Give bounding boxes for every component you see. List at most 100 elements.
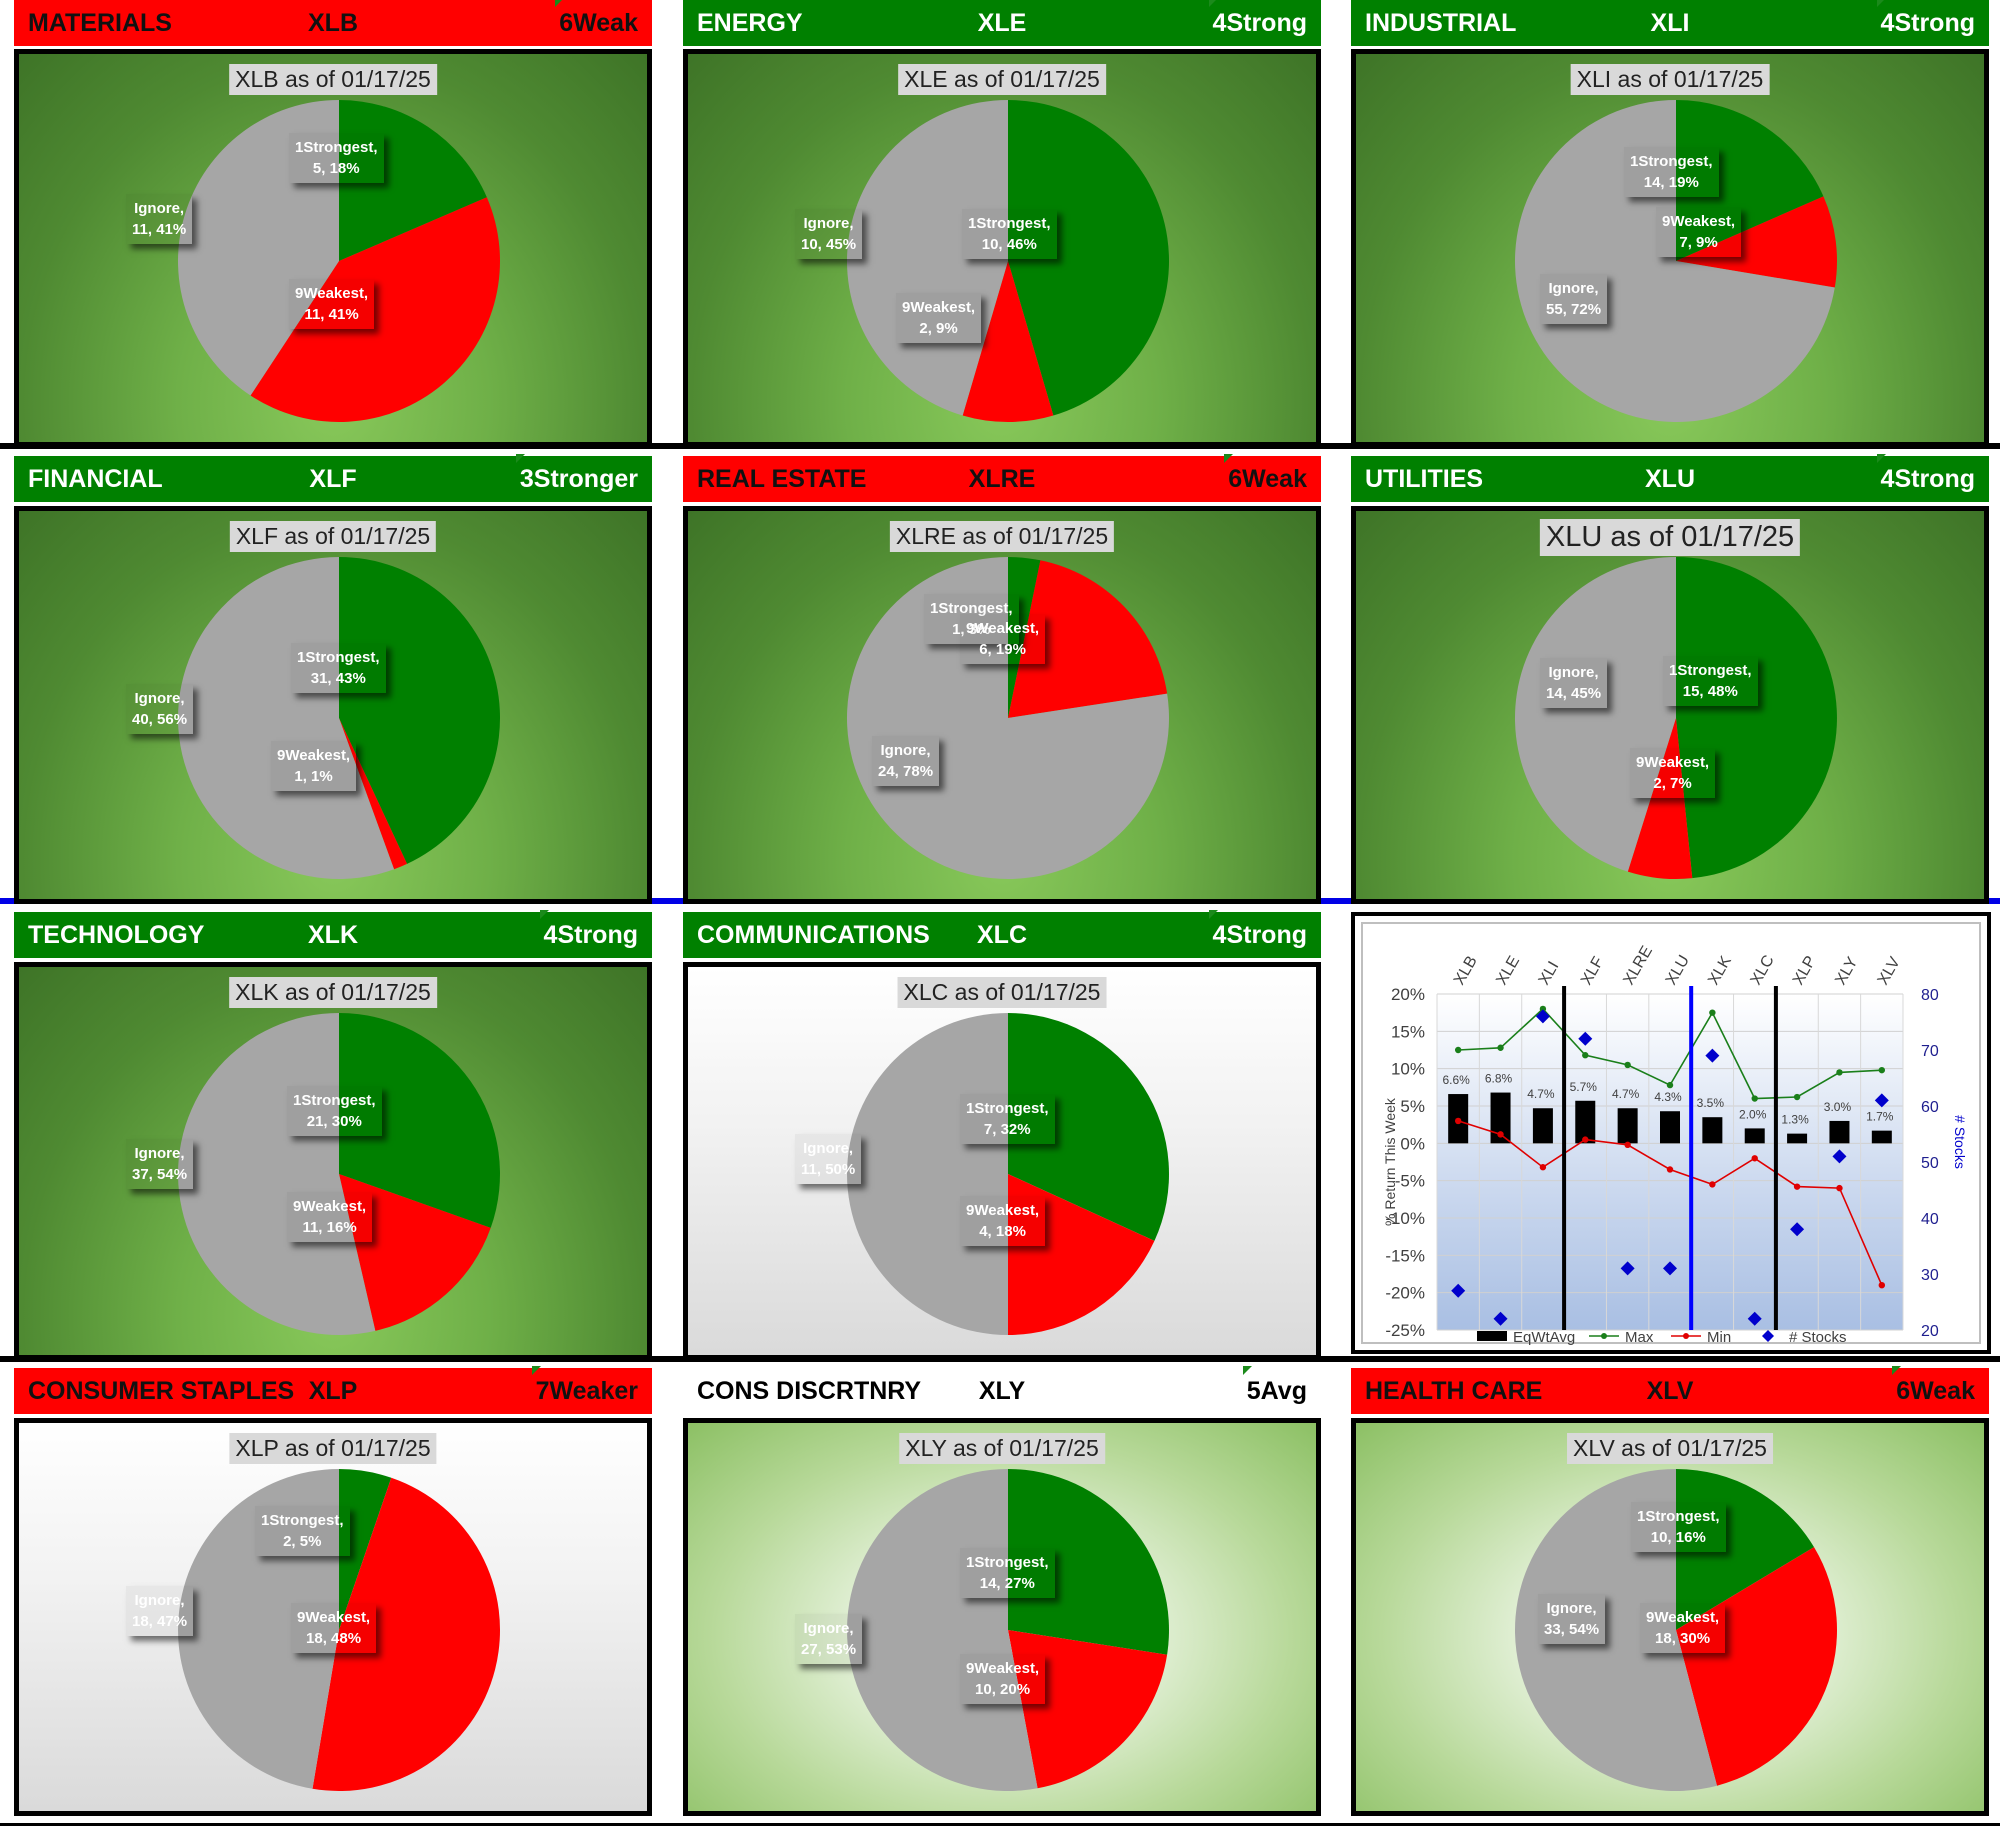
pie-title: XLE as of 01/17/25 [898,64,1106,95]
pie-label-value: 11, 50% [801,1161,856,1178]
y-tick-label: -20% [1385,1284,1425,1303]
sector-rank: 7Weaker [531,1365,638,1406]
sector-rank: 3Stronger [515,453,638,494]
pie-label-ignore: Ignore, 18, 47% [126,1586,194,1636]
pie-label-1strongest: 1Strongest, 14, 19% [1624,147,1719,197]
pie-label-value: 14, 27% [979,1575,1035,1592]
sector-rank-text: 4Strong [1880,8,1975,37]
y-tick-label: 10% [1391,1060,1425,1079]
sector-rank-text: 4Strong [1212,920,1307,949]
summary-chart-frame [1361,922,1981,1344]
pie-slice-1strongest [1676,100,1824,261]
sector-rank: 4Strong [1208,909,1307,950]
x-category-label: XLB [1451,953,1481,988]
pie-slice-9weakest [312,1477,501,1791]
pie-label-1strongest: 1Strongest, 10, 46% [962,209,1057,259]
pie-label-ignore: Ignore, 27, 53% [795,1614,863,1664]
bar-data-label: 1.3% [1781,1113,1809,1127]
pie-label-category: 9Weakest, [1646,1609,1720,1626]
sector-header-xly: CONS DISCRTNRY XLY 5Avg [683,1365,1321,1414]
point-min [1666,1166,1674,1173]
pie-label-ignore: Ignore, 37, 54% [126,1139,194,1189]
pie-slice-1strongest [1008,557,1041,718]
pie-panel-xlk: XLK as of 01/17/25 1Strongest, 21, 30% 9Wea… [14,962,652,1360]
pie-label-value: 10, 20% [975,1681,1031,1698]
pie-title: XLP as of 01/17/25 [229,1433,437,1464]
point-stocks [1493,1311,1508,1326]
point-min [1709,1181,1716,1188]
pie-label-category: 9Weakest, [295,285,369,302]
x-category-label: XLV [1875,954,1904,988]
point-min [1751,1155,1758,1162]
pie-panel-xlp: XLP as of 01/17/25 1Strongest, 2, 5% 9Weake… [14,1418,652,1816]
y2-tick-label: 20 [1921,1323,1939,1340]
pie-label-category: 9Weakest, [1636,754,1710,771]
pie-label-category: 9Weakest, [297,1609,371,1626]
pie-label-value: 15, 48% [1682,683,1738,700]
bar-data-label: 1.7% [1866,1110,1894,1124]
pie-label-value: 40, 56% [132,711,188,728]
sector-name: MATERIALS [28,8,172,37]
sector-header-xlv: HEALTH CARE XLV 6Weak [1351,1365,1989,1414]
pie-panel-xlu: XLU as of 01/17/25 1Strongest, 15, 48% 9Wea… [1351,506,1989,904]
sector-rank-text: 6Weak [559,8,638,37]
pie-slice-ignore [1514,557,1676,872]
summary-chart-panel: 20% 15% 10% 5% 0% -5% -10% -15% -20% -25% 80 70 60 50… [1351,912,1991,1354]
pie-label-value: 11, 41% [304,306,359,323]
y2-tick-label: 80 [1921,987,1939,1004]
pie-slice-1strongest [339,1013,500,1228]
pie-chart-xlc [847,1013,1169,1335]
sector-rank: 4Strong [539,909,638,950]
pie-slice-ignore [178,1469,339,1789]
y2-axis-title: # Stocks [1952,1115,1968,1169]
pie-label-value: 11, 41% [132,221,187,238]
legend-label: Min [1707,1329,1731,1346]
pie-label-ignore: Ignore, 33, 54% [1538,1594,1606,1644]
pie-label-9weakest: 9Weakest, 6, 19% [960,614,1046,664]
pie-label-ignore: Ignore, 11, 50% [795,1134,862,1184]
y2-tick-label: 70 [1921,1043,1939,1060]
pie-label-value: 1, 1% [294,768,333,785]
pie-chart-xlb [178,100,500,422]
pie-label-category: Ignore, [803,215,854,232]
pie-label-category: Ignore, [1548,664,1599,681]
pie-label-value: 55, 72% [1546,301,1602,318]
point-min [1497,1131,1504,1138]
bar-eqwtavg [1702,1117,1723,1144]
pie-label-1strongest: 1Strongest, 31, 43% [291,643,386,693]
pie-slice-ignore [1514,1469,1717,1791]
bar-eqwtavg [1490,1092,1511,1144]
pie-label-category: Ignore, [134,1145,185,1162]
pie-label-1strongest: 1Strongest, 2, 5% [255,1506,350,1556]
pie-chart-xli [1514,100,1837,422]
pie-slice-9weakest [339,1174,491,1331]
pie-label-category: Ignore, [880,742,931,759]
sector-name: CONSUMER STAPLES [28,1376,295,1405]
sector-header-xlb: MATERIALS XLB 6Weak [14,0,652,46]
x-category-label: XLRE [1620,943,1656,988]
sector-rank: 4Strong [1876,453,1975,494]
pie-label-1strongest: 1Strongest, 7, 32% [960,1094,1055,1144]
pie-slice-ignore [847,1469,1038,1791]
point-stocks [1620,1261,1635,1276]
pie-label-category: 9Weakest, [1662,213,1736,230]
point-max [1582,1052,1589,1059]
pie-label-category: 1Strongest, [1637,1508,1720,1525]
pie-label-value: 10, 16% [1650,1529,1706,1546]
pie-label-9weakest: 9Weakest, 11, 41% [289,279,375,329]
pie-label-category: Ignore, [134,1592,185,1609]
y-tick-label: -5% [1395,1172,1425,1191]
bar-eqwtavg [1744,1128,1765,1144]
comment-marker-icon [515,453,525,463]
sector-rank: 6Weak [1224,453,1307,494]
pie-panel-xle: XLE as of 01/17/25 1Strongest, 10, 46% 9Wea… [683,49,1321,447]
pie-label-category: Ignore, [803,1140,854,1157]
point-min [1539,1164,1547,1171]
y-tick-label: 5% [1400,1097,1425,1116]
point-max [1751,1095,1758,1102]
pie-label-value: 31, 43% [310,670,366,687]
point-stocks [1747,1311,1762,1326]
pie-label-category: 9Weakest, [966,1660,1040,1677]
pie-label-category: Ignore, [134,690,185,707]
y2-tick-label: 30 [1921,1267,1939,1284]
